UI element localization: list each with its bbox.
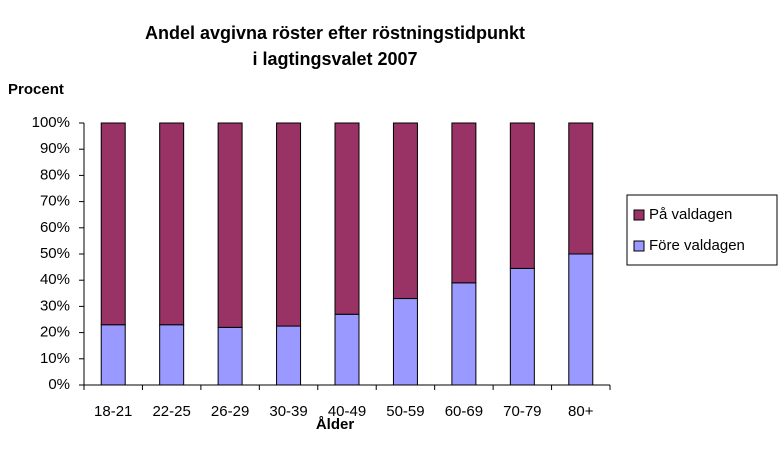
bar-segment: [276, 325, 302, 386]
legend-label: På valdagen: [649, 206, 732, 223]
x-tick-label: 80+: [568, 403, 594, 420]
bar-segment: [334, 313, 360, 386]
legend-box: [626, 194, 778, 266]
bar-segment: [217, 122, 243, 328]
bar-segment: [276, 122, 302, 327]
bar-segment: [392, 298, 418, 386]
bar-segment: [334, 122, 360, 315]
bar-segment: [100, 122, 126, 326]
bar-segment: [451, 282, 477, 386]
legend-label: Före valdagen: [649, 237, 745, 254]
legend-swatch: [633, 209, 645, 221]
y-tick-label: 50%: [40, 245, 70, 262]
x-axis-label: Ålder: [316, 416, 355, 433]
legend-swatch: [633, 240, 645, 252]
x-tick-label: 30-39: [269, 403, 307, 420]
y-tick-label: 40%: [40, 271, 70, 288]
bar-segment: [100, 324, 126, 386]
y-tick-label: 0%: [48, 376, 70, 393]
y-tick-label: 90%: [40, 140, 70, 157]
x-tick-label: 22-25: [152, 403, 190, 420]
chart-title: Andel avgivna röster efter röstningstidp…: [145, 23, 525, 43]
y-tick-label: 80%: [40, 166, 70, 183]
y-tick-label: 30%: [40, 297, 70, 314]
x-tick-label: 50-59: [386, 403, 424, 420]
bar-segment: [509, 122, 535, 269]
y-tick-label: 100%: [32, 114, 70, 131]
bar-segment: [451, 122, 477, 284]
x-tick-label: 60-69: [445, 403, 483, 420]
x-tick-label: 40-49: [328, 403, 366, 420]
x-tick-label: 26-29: [211, 403, 249, 420]
bar-segment: [159, 122, 185, 326]
x-tick-label: 70-79: [503, 403, 541, 420]
bar-segment: [509, 267, 535, 386]
bar-segment: [159, 324, 185, 386]
y-tick-label: 20%: [40, 324, 70, 341]
bar-segment: [568, 122, 594, 255]
y-tick-label: 60%: [40, 219, 70, 236]
y-tick-label: 10%: [40, 350, 70, 367]
bar-segment: [217, 326, 243, 386]
chart-title: i lagtingsvalet 2007: [252, 49, 417, 69]
y-axis-label: Procent: [8, 81, 64, 98]
bar-segment: [568, 253, 594, 386]
bar-segment: [392, 122, 418, 300]
y-tick-label: 70%: [40, 193, 70, 210]
x-tick-label: 18-21: [94, 403, 132, 420]
